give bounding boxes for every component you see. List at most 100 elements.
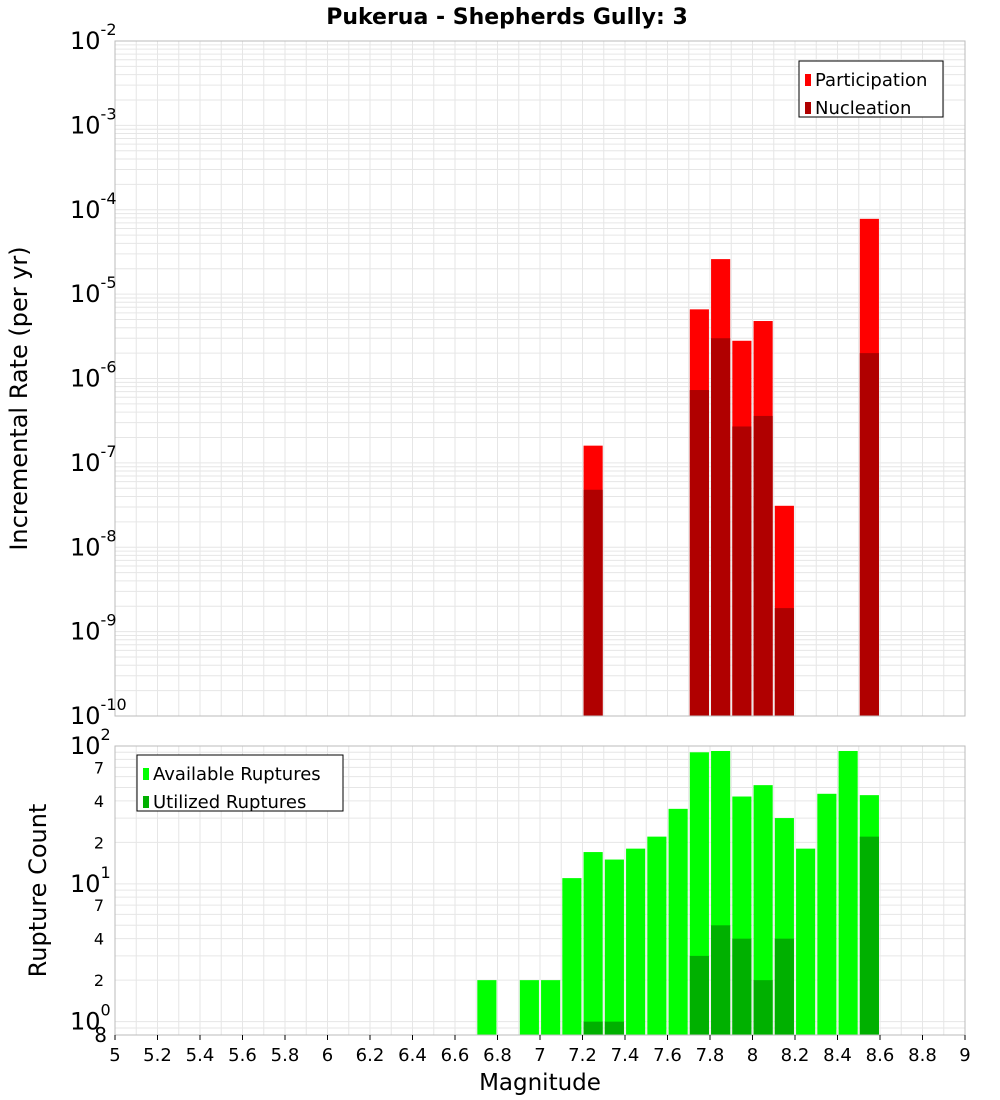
rate-y-tick-label: 10-7	[70, 442, 117, 477]
rate-y-axis-label: Incremental Rate (per yr)	[5, 246, 33, 550]
available-ruptures-bar	[519, 980, 539, 1035]
rate-y-tick-label: 10-5	[70, 273, 117, 308]
nucleation-bar	[689, 390, 709, 716]
x-tick-label: 9	[959, 1045, 970, 1066]
rate-y-tick-exponent: -3	[101, 104, 117, 123]
rate-y-tick-exponent: -10	[101, 695, 127, 714]
rate-bars	[583, 218, 879, 716]
utilized-ruptures-bar	[753, 980, 773, 1035]
rate-y-tick-exponent: -4	[101, 189, 117, 208]
available-ruptures-bar	[477, 980, 497, 1035]
x-tick-label: 5.6	[228, 1045, 257, 1066]
utilized-ruptures-bar	[689, 955, 709, 1035]
nucleation-bar	[711, 338, 731, 716]
rate-plot-border	[114, 40, 966, 717]
count-y-minor-tick-label: 7	[94, 896, 104, 915]
nucleation-bar	[753, 415, 773, 716]
x-axis-ticks: 5 5.2 5.4 5.6 5.8 6 6.2 6.4 6.6 6.8 7 7.2 7.4 7.6 7.8 8…	[109, 1035, 971, 1066]
count-y-tick-exponent: 1	[101, 863, 111, 882]
rate-y-tick-exponent: -6	[101, 358, 117, 377]
x-tick-label: 5.4	[186, 1045, 215, 1066]
x-tick-label: 7.2	[568, 1045, 597, 1066]
count-legend-label: Utilized Ruptures	[153, 792, 306, 813]
count-y-minor-tick-label: 4	[94, 792, 104, 811]
count-y-minor-tick-label: 4	[94, 930, 104, 949]
x-tick-label: 7.4	[611, 1045, 640, 1066]
count-y-minor-tick-label: 7	[94, 758, 104, 777]
count-y-bottom-tick-label: 8	[94, 1023, 107, 1047]
rate-panel: 10-10 10-9 10-8 10-7 10-6 10-5 10-4 10-3 10-2 In…	[5, 20, 966, 730]
available-ruptures-bar	[817, 793, 837, 1035]
x-tick-label: 7.6	[653, 1045, 682, 1066]
count-legend-label: Available Ruptures	[153, 764, 321, 785]
rate-legend: Participation Nucleation	[798, 60, 944, 119]
rate-y-tick-label: 10-8	[70, 526, 117, 561]
rate-y-tick-label: 10-2	[70, 20, 117, 55]
x-tick-label: 5.8	[271, 1045, 300, 1066]
available-ruptures-bar	[562, 878, 582, 1035]
available-ruptures-bar	[647, 836, 667, 1035]
count-y-axis-label: Rupture Count	[24, 804, 52, 978]
rate-grid	[114, 40, 966, 717]
x-axis-label: Magnitude	[479, 1070, 601, 1096]
rate-y-tick-exponent: -8	[101, 526, 117, 545]
available-ruptures-bar	[838, 750, 858, 1035]
x-tick-label: 6.8	[483, 1045, 512, 1066]
count-legend-box	[136, 754, 344, 812]
count-y-tick-label: 102	[70, 725, 111, 760]
nucleation-bar	[859, 353, 879, 716]
count-y-minor-tick-label: 2	[94, 971, 104, 990]
x-tick-label: 8.6	[866, 1045, 895, 1066]
utilized-ruptures-bar	[732, 938, 752, 1035]
count-bars	[477, 750, 879, 1035]
utilized-ruptures-bar	[583, 1021, 603, 1035]
count-legend-swatch	[143, 768, 149, 780]
utilized-ruptures-bar	[711, 925, 731, 1035]
nucleation-bar	[583, 489, 603, 716]
count-legend: Available Ruptures Utilized Ruptures	[136, 754, 344, 813]
available-ruptures-bar	[796, 848, 816, 1035]
available-ruptures-bar	[626, 848, 646, 1035]
count-y-tick-exponent: 0	[101, 1001, 111, 1020]
chart-title: Pukerua - Shepherds Gully: 3	[326, 5, 688, 30]
rate-y-tick-label: 10-6	[70, 358, 117, 393]
rate-y-tick-label: 10-4	[70, 189, 117, 224]
nucleation-bar	[732, 426, 752, 716]
rate-y-tick-label: 10-9	[70, 611, 117, 646]
available-ruptures-bar	[583, 852, 603, 1035]
available-ruptures-bar	[604, 859, 624, 1035]
x-tick-label: 5	[109, 1045, 120, 1066]
rate-y-tick-label: 10-3	[70, 104, 117, 139]
x-tick-label: 5.2	[143, 1045, 172, 1066]
x-tick-label: 8.2	[781, 1045, 810, 1066]
rate-y-tick-exponent: -9	[101, 611, 117, 630]
count-legend-swatch	[143, 796, 149, 808]
rate-legend-box	[798, 60, 944, 118]
x-tick-label: 8.4	[823, 1045, 852, 1066]
count-y-minor-tick-label: 2	[94, 833, 104, 852]
rate-y-tick-exponent: -5	[101, 273, 117, 292]
count-y-tick-exponent: 2	[101, 725, 111, 744]
x-tick-label: 7.8	[696, 1045, 725, 1066]
rate-legend-label: Participation	[815, 70, 927, 91]
rate-y-tick-exponent: -2	[101, 20, 117, 39]
utilized-ruptures-bar	[859, 836, 879, 1035]
utilized-ruptures-bar	[604, 1021, 624, 1035]
available-ruptures-bar	[541, 980, 561, 1035]
utilized-ruptures-bar	[774, 938, 794, 1035]
x-tick-label: 7	[534, 1045, 545, 1066]
available-ruptures-bar	[753, 785, 773, 1035]
x-tick-label: 8.8	[908, 1045, 937, 1066]
rate-legend-swatch	[805, 102, 811, 114]
x-tick-label: 6	[322, 1045, 333, 1066]
x-tick-label: 6.2	[356, 1045, 385, 1066]
rate-legend-swatch	[805, 74, 811, 86]
x-tick-label: 8	[747, 1045, 758, 1066]
rate-y-tick-exponent: -7	[101, 442, 117, 461]
count-y-tick-label: 101	[70, 863, 111, 898]
available-ruptures-bar	[668, 808, 688, 1035]
